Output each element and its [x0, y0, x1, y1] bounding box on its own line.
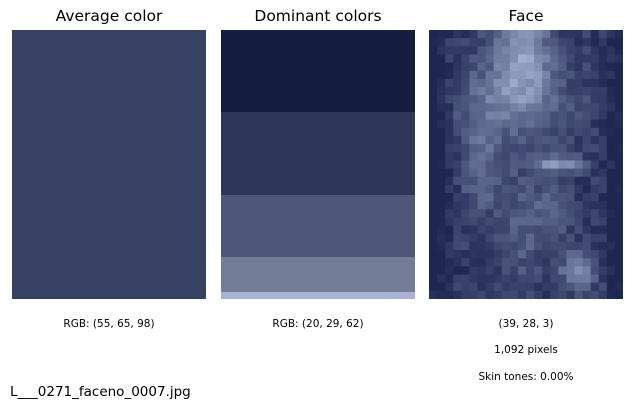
dominant-color-rgb-caption: RGB: (20, 29, 62) [272, 318, 364, 330]
face-panel [429, 30, 623, 299]
dominant-colors-stack [221, 30, 415, 299]
face-color-caption: (39, 28, 3) [498, 318, 554, 330]
image-filename: L___0271_faceno_0007.jpg [10, 384, 191, 400]
face-pixels [429, 30, 623, 299]
dominant-color-band [221, 30, 415, 113]
face-image [429, 30, 623, 299]
face-pixel-count-caption: 1,092 pixels [494, 344, 558, 356]
average-color-swatch [12, 30, 206, 299]
dominant-color-band [221, 257, 415, 292]
average-color-rgb-caption: RGB: (55, 65, 98) [63, 318, 155, 330]
dominant-colors-title: Dominant colors [254, 7, 382, 25]
face-title: Face [508, 7, 544, 25]
average-color-panel [12, 30, 206, 299]
dominant-color-band [221, 291, 415, 299]
dominant-color-band [221, 195, 415, 257]
dominant-color-band [221, 112, 415, 196]
dominant-colors-panel [221, 30, 415, 299]
face-skin-tones-caption: Skin tones: 0.00% [478, 371, 574, 383]
average-color-title: Average color [55, 7, 163, 25]
